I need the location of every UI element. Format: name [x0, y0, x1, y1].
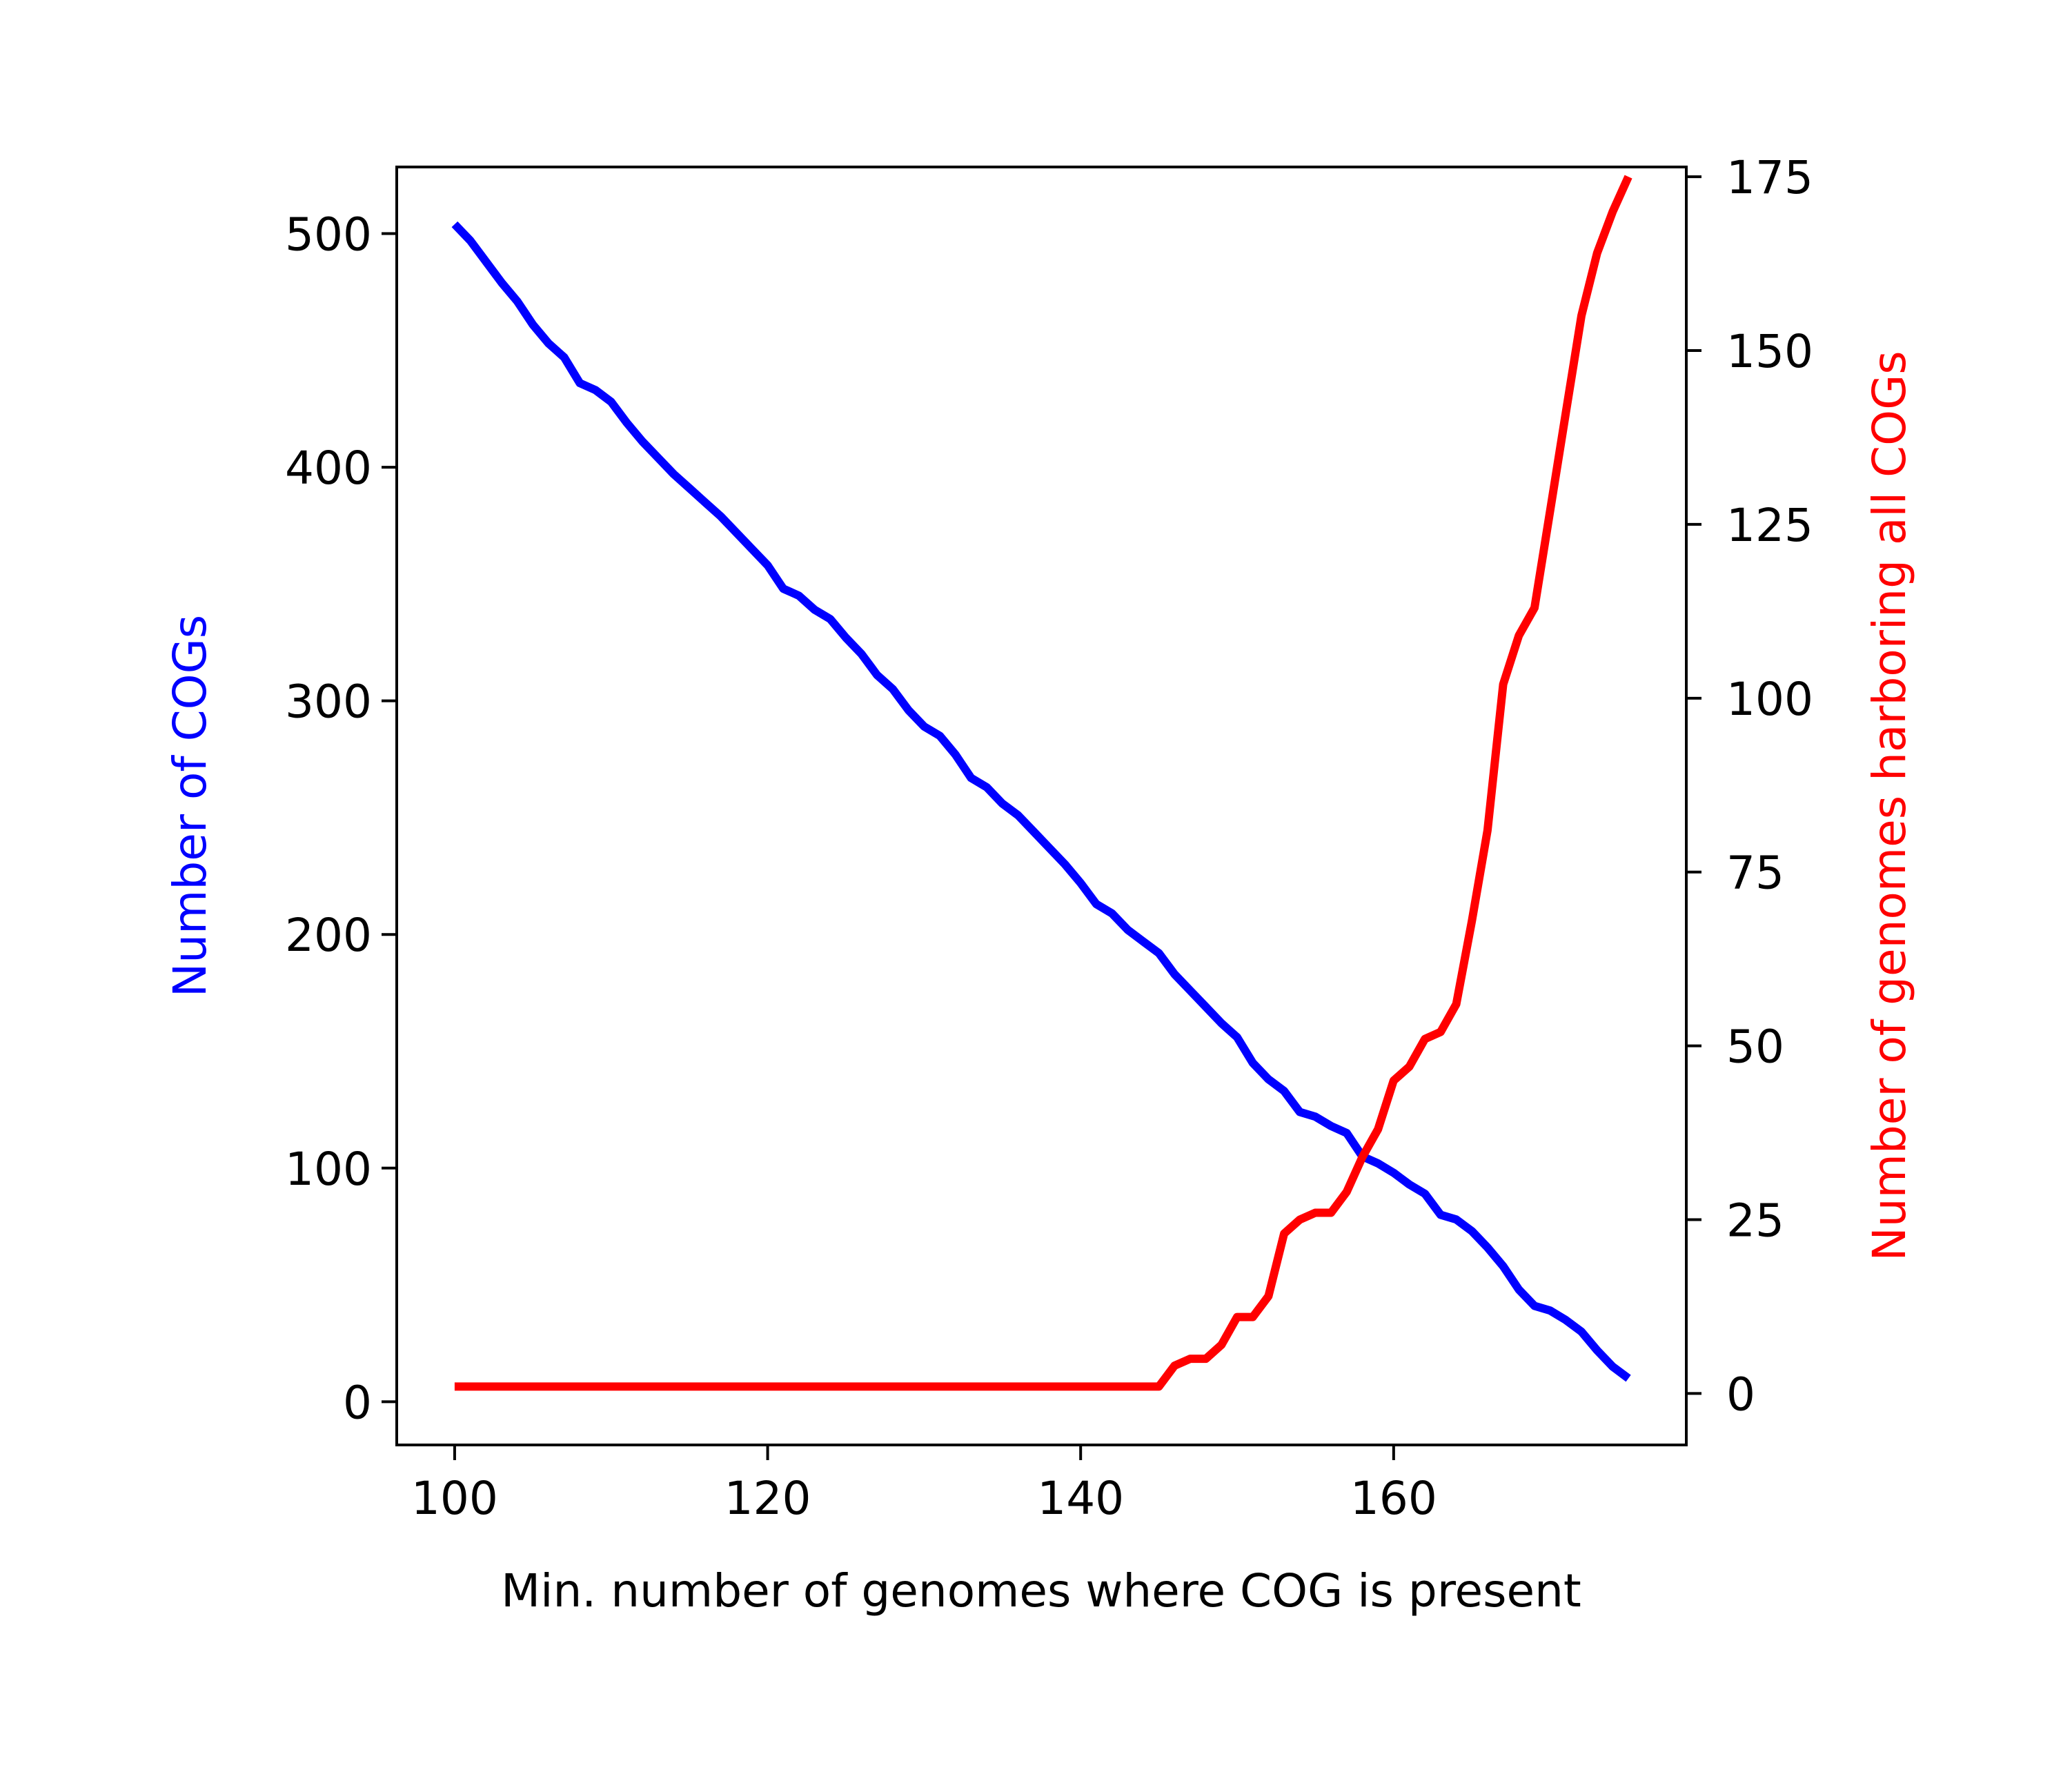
- x-tick-label: 140: [1037, 1472, 1124, 1525]
- y-axis-left: 0 100 200 300 400 500: [285, 208, 397, 1429]
- y-left-tick-label: 0: [343, 1376, 372, 1429]
- series-line-genomes-harboring-all-cogs: [454, 175, 1632, 1391]
- y-right-tick-label: 75: [1726, 847, 1784, 900]
- y-right-tick-label: 25: [1726, 1194, 1784, 1248]
- y-right-tick-label: 125: [1726, 499, 1813, 552]
- y-right-tick-label: 100: [1726, 673, 1813, 726]
- y-left-tick-label: 400: [285, 442, 372, 495]
- x-tick-label: 120: [724, 1472, 811, 1525]
- y-left-tick-label: 100: [285, 1143, 372, 1196]
- x-tick-label: 160: [1350, 1472, 1437, 1525]
- y-axis-right-title: Number of genomes harboring all COGs: [1863, 351, 1916, 1261]
- y-right-tick-label: 50: [1726, 1021, 1784, 1074]
- x-axis-title: Min. number of genomes where COG is pres…: [501, 1564, 1581, 1617]
- series-line-number-of-cogs: [451, 221, 1631, 1382]
- x-axis: 100 120 140 160: [411, 1445, 1437, 1525]
- plot-lines: [451, 175, 1632, 1391]
- y-axis-left-title: Number of COGs: [164, 615, 217, 997]
- y-left-tick-label: 300: [285, 676, 372, 729]
- y-left-tick-label: 500: [285, 208, 372, 261]
- x-tick-label: 100: [411, 1472, 498, 1525]
- y-right-tick-label: 175: [1726, 151, 1813, 204]
- y-left-tick-label: 200: [285, 909, 372, 962]
- y-axis-right: 0 25 50 75 100 125 150 175: [1686, 151, 1813, 1421]
- y-right-tick-label: 150: [1726, 325, 1813, 378]
- plot-frame: [395, 166, 1688, 1446]
- y-right-tick-label: 0: [1726, 1368, 1755, 1421]
